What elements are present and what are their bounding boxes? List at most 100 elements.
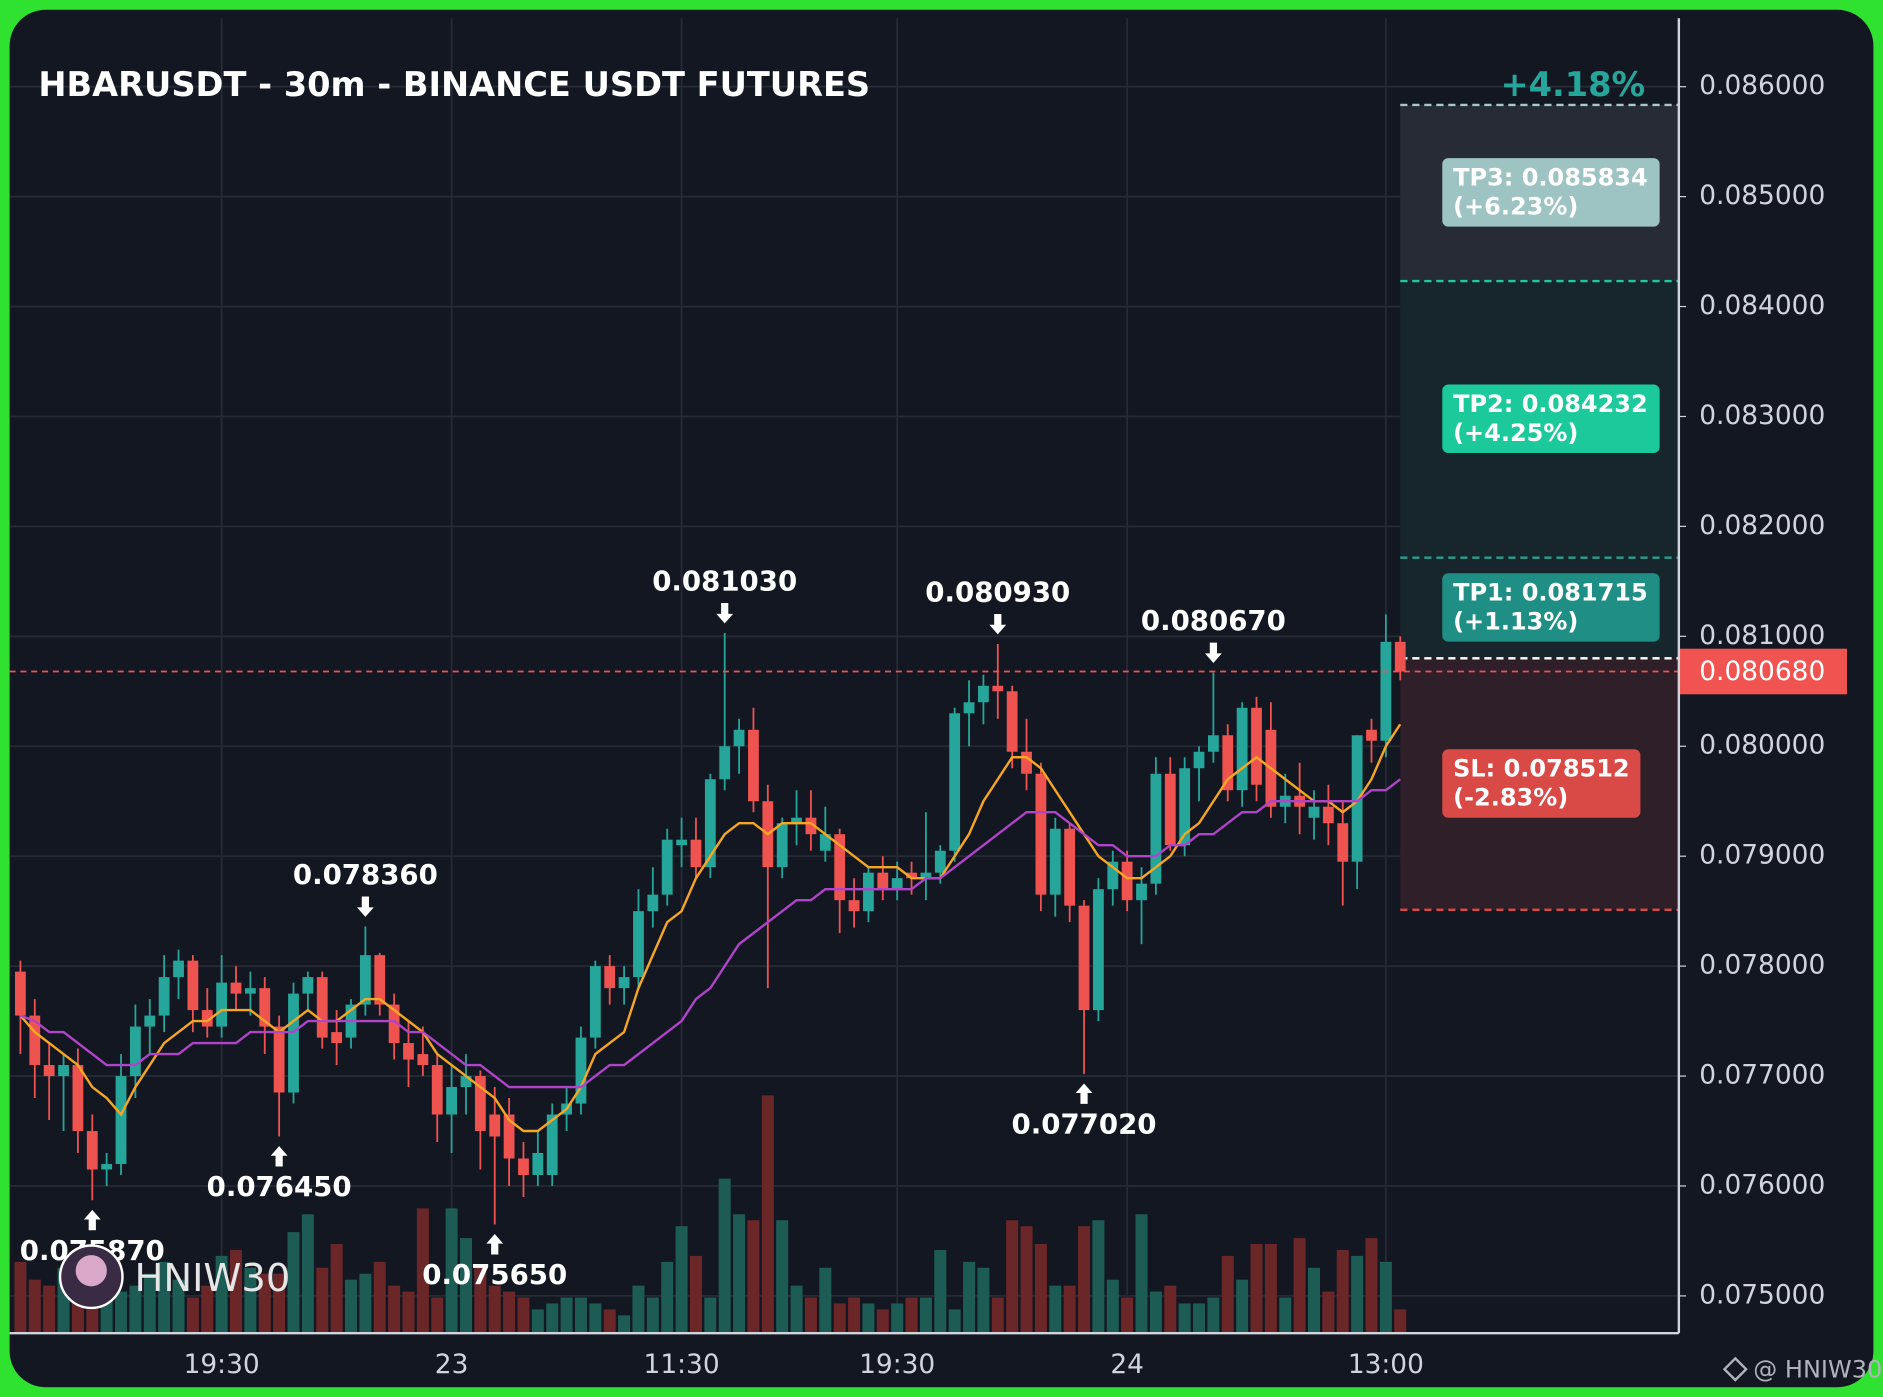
candle-body <box>676 839 687 846</box>
volume-bar <box>14 1261 27 1334</box>
volume-bar <box>574 1297 587 1334</box>
candle-body <box>1351 735 1363 862</box>
pivot-arrow <box>716 603 734 624</box>
candle-body <box>115 1076 127 1164</box>
volume-bar <box>1063 1285 1076 1334</box>
candle-body <box>158 977 170 1016</box>
candle-body <box>1049 828 1061 895</box>
pivot-label: 0.081030 <box>652 565 797 598</box>
y-tick-label: 0.082000 <box>1699 510 1825 541</box>
volume-bar <box>618 1315 631 1334</box>
candle-body <box>1035 773 1047 895</box>
candle-body <box>647 894 659 912</box>
level-label: TP1: 0.081715 <box>1453 579 1648 607</box>
candle-body <box>201 1010 213 1027</box>
y-tick-label: 0.075000 <box>1699 1279 1825 1310</box>
y-tick-label: 0.084000 <box>1699 290 1825 321</box>
candle-body <box>848 900 860 912</box>
y-tick-label: 0.081000 <box>1699 620 1825 651</box>
candle-body <box>819 834 831 851</box>
candle-body <box>1078 905 1090 1011</box>
candle-body <box>791 817 802 824</box>
candle-body <box>316 977 328 1038</box>
volume-bar <box>632 1285 645 1334</box>
y-tick-label: 0.085000 <box>1699 180 1825 211</box>
volume-bar <box>546 1303 559 1334</box>
volume-bar <box>402 1291 415 1334</box>
volume-bar <box>704 1297 717 1334</box>
volume-bar <box>1236 1279 1249 1334</box>
volume-bar <box>273 1273 286 1334</box>
y-tick-label: 0.076000 <box>1699 1169 1825 1200</box>
candle-body <box>331 1032 343 1044</box>
candle-body <box>503 1114 515 1159</box>
candle-body <box>187 960 199 1011</box>
candle-body <box>1136 883 1147 901</box>
volume-bar <box>948 1309 961 1334</box>
level-pct: (-2.83%) <box>1453 783 1568 811</box>
volume-bar <box>776 1220 789 1334</box>
candle-body <box>906 872 917 879</box>
candle-body <box>1394 641 1406 672</box>
volume-bar <box>474 1267 487 1334</box>
x-tick-label: 19:30 <box>859 1349 935 1380</box>
candle-body <box>949 713 961 851</box>
candle-body <box>618 977 630 989</box>
volume-bar <box>934 1249 947 1334</box>
volume-bar <box>1279 1297 1292 1334</box>
volume-bar <box>1365 1238 1378 1334</box>
level-pct: (+1.13%) <box>1453 607 1578 635</box>
candle-body <box>1064 828 1076 906</box>
candle-body <box>733 729 745 747</box>
pivot-arrow <box>1204 642 1222 663</box>
volume-bar <box>1394 1309 1407 1334</box>
volume-bar <box>1178 1303 1191 1334</box>
volume-bar <box>215 1255 228 1334</box>
volume-bar <box>1379 1261 1392 1334</box>
level-label: TP3: 0.085834 <box>1453 164 1648 192</box>
volume-bar <box>761 1095 774 1334</box>
candle-body <box>1222 735 1234 791</box>
candle-body <box>129 1026 141 1077</box>
volume-bar <box>790 1285 803 1334</box>
volume-bar <box>431 1297 444 1334</box>
volume-bar <box>201 1285 214 1334</box>
volume-bar <box>172 1279 185 1334</box>
volume-bar <box>862 1303 875 1334</box>
candle-body <box>920 872 932 879</box>
volume-bar <box>1307 1267 1321 1334</box>
candle-body <box>690 839 702 868</box>
volume-bar <box>373 1261 386 1334</box>
volume-bar <box>977 1267 990 1334</box>
candle-body <box>29 1015 41 1066</box>
volume-bar <box>1049 1285 1062 1334</box>
volume-bar <box>919 1297 932 1334</box>
candle-body <box>72 1065 84 1132</box>
level-pct: (+6.23%) <box>1453 192 1578 220</box>
pivot-label: 0.075650 <box>422 1258 567 1291</box>
candle-body <box>1179 768 1191 846</box>
credit: @ HNIW30 <box>1722 1355 1882 1383</box>
moving-average <box>19 723 1402 1133</box>
volume-bar <box>675 1226 688 1334</box>
credit-text: @ HNIW30 <box>1753 1355 1882 1383</box>
volume-bar <box>258 1273 271 1334</box>
volume-bar <box>186 1297 199 1334</box>
candle-body <box>273 1026 285 1093</box>
volume-bar <box>1135 1214 1148 1334</box>
candle-body <box>1006 691 1018 752</box>
candle-body <box>230 982 242 994</box>
level-pct: (+4.25%) <box>1453 419 1578 447</box>
volume-bar <box>1207 1297 1220 1334</box>
volume-bar <box>28 1279 41 1334</box>
volume-bar <box>661 1261 674 1334</box>
x-tick-label: 24 <box>1110 1349 1144 1380</box>
volume-bar <box>1351 1255 1364 1334</box>
volume-bar <box>1020 1226 1033 1334</box>
candle-body <box>1207 735 1219 752</box>
candle-body <box>403 1043 414 1060</box>
candle-body <box>934 850 946 873</box>
x-tick-label: 19:30 <box>184 1349 260 1380</box>
volume-bar <box>230 1249 243 1334</box>
moving-average <box>19 778 1401 1089</box>
